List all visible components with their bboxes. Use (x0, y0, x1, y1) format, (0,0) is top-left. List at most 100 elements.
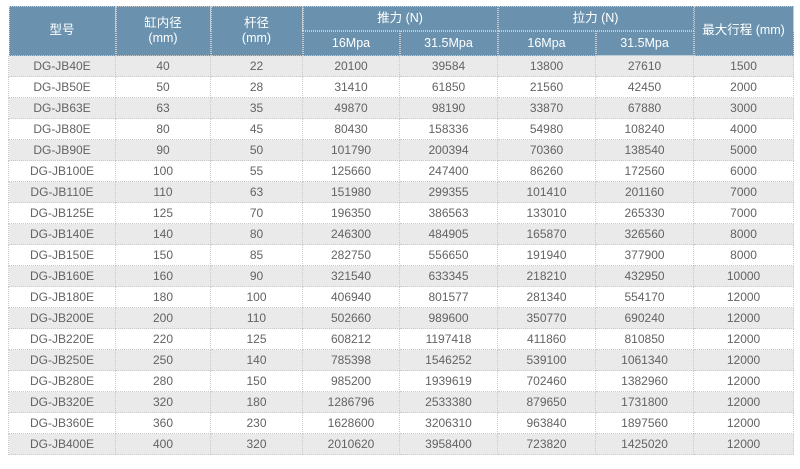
cell-pull-31-5mpa: 27610 (595, 55, 695, 77)
cell-stroke: 12000 (693, 307, 795, 329)
cell-thrust-16mpa: 282750 (302, 244, 400, 266)
cell-thrust-31-5mpa: 39584 (398, 55, 499, 77)
cell-model: DG-JB250E (8, 349, 116, 371)
cell-thrust-31-5mpa: 1939619 (398, 370, 499, 392)
cell-pull-31-5mpa: 377900 (595, 244, 695, 266)
cell-model: DG-JB200E (8, 307, 116, 329)
cell-pull-16mpa: 879650 (497, 391, 597, 413)
col-header-thrust-16mpa: 16Mpa (302, 30, 400, 56)
cell-model: DG-JB160E (8, 265, 116, 287)
bore-unit: (mm) (148, 30, 178, 45)
cell-model: DG-JB90E (8, 139, 116, 161)
cell-bore: 180 (115, 286, 211, 308)
table-row: DG-JB90E 90 50 101790 200394 70360 138540 5000 (8, 139, 795, 161)
cell-pull-16mpa: 133010 (497, 202, 597, 224)
cell-bore: 140 (115, 223, 211, 245)
table-row: DG-JB320E 320 180 1286796 2533380 879650 17318… (8, 391, 795, 413)
cell-stroke: 8000 (693, 223, 795, 245)
col-header-pull: 拉力 (N) (497, 5, 695, 31)
cell-pull-31-5mpa: 1731800 (595, 391, 695, 413)
cell-stroke: 12000 (693, 286, 795, 308)
table-row: DG-JB110E 110 63 151980 299355 101410 201160 70… (8, 181, 795, 203)
cell-pull-31-5mpa: 1425020 (595, 433, 695, 455)
cell-rod: 45 (210, 118, 303, 140)
cell-rod: 150 (210, 370, 303, 392)
cell-model: DG-JB320E (8, 391, 116, 413)
cell-rod: 55 (210, 160, 303, 182)
cell-stroke: 6000 (693, 160, 795, 182)
cell-thrust-31-5mpa: 633345 (398, 265, 499, 287)
cell-stroke: 12000 (693, 349, 795, 371)
col-header-rod: 杆径 (mm) (210, 5, 303, 56)
cell-model: DG-JB80E (8, 118, 116, 140)
cell-bore: 200 (115, 307, 211, 329)
cell-pull-16mpa: 702460 (497, 370, 597, 392)
cell-pull-16mpa: 723820 (497, 433, 597, 455)
cell-pull-31-5mpa: 172560 (595, 160, 695, 182)
cell-thrust-16mpa: 2010620 (302, 433, 400, 455)
cell-rod: 180 (210, 391, 303, 413)
cell-thrust-31-5mpa: 247400 (398, 160, 499, 182)
cell-thrust-31-5mpa: 484905 (398, 223, 499, 245)
cell-bore: 63 (115, 97, 211, 119)
table-body: DG-JB40E 40 22 20100 39584 13800 27610 1500 DG-J… (8, 55, 795, 455)
cell-thrust-31-5mpa: 299355 (398, 181, 499, 203)
cell-pull-16mpa: 411860 (497, 328, 597, 350)
cell-stroke: 12000 (693, 412, 795, 434)
cell-pull-16mpa: 101410 (497, 181, 597, 203)
cell-thrust-16mpa: 608212 (302, 328, 400, 350)
bore-label: 缸内径 (144, 15, 182, 30)
col-header-stroke: 最大行程 (mm) (693, 5, 795, 56)
col-header-pull-31-5mpa: 31.5Mpa (595, 30, 695, 56)
cell-bore: 160 (115, 265, 211, 287)
cell-rod: 63 (210, 181, 303, 203)
cell-pull-31-5mpa: 201160 (595, 181, 695, 203)
cell-thrust-31-5mpa: 1546252 (398, 349, 499, 371)
cell-thrust-16mpa: 125660 (302, 160, 400, 182)
table-row: DG-JB400E 400 320 2010620 3958400 723820 14250… (8, 433, 795, 455)
cell-model: DG-JB150E (8, 244, 116, 266)
cell-model: DG-JB360E (8, 412, 116, 434)
cell-model: DG-JB140E (8, 223, 116, 245)
cell-model: DG-JB125E (8, 202, 116, 224)
cell-pull-31-5mpa: 432950 (595, 265, 695, 287)
cell-thrust-16mpa: 101790 (302, 139, 400, 161)
table-row: DG-JB80E 80 45 80430 158336 54980 108240 4000 (8, 118, 795, 140)
cell-thrust-16mpa: 985200 (302, 370, 400, 392)
cell-bore: 40 (115, 55, 211, 77)
cell-thrust-16mpa: 151980 (302, 181, 400, 203)
cell-thrust-16mpa: 31410 (302, 76, 400, 98)
table-row: DG-JB160E 160 90 321540 633345 218210 432950 10… (8, 265, 795, 287)
cell-pull-16mpa: 33870 (497, 97, 597, 119)
cell-pull-31-5mpa: 690240 (595, 307, 695, 329)
cell-rod: 140 (210, 349, 303, 371)
cell-pull-16mpa: 165870 (497, 223, 597, 245)
cell-rod: 28 (210, 76, 303, 98)
cell-thrust-16mpa: 246300 (302, 223, 400, 245)
cell-model: DG-JB180E (8, 286, 116, 308)
cell-bore: 80 (115, 118, 211, 140)
col-header-pull-16mpa: 16Mpa (497, 30, 597, 56)
cell-rod: 35 (210, 97, 303, 119)
table-row: DG-JB280E 280 150 985200 1939619 702460 138296… (8, 370, 795, 392)
spec-table-container: 型号 缸内径 (mm) 杆径 (mm) 推力 (N) 拉力 (N) 最大行程 (… (8, 5, 795, 455)
cell-thrust-16mpa: 80430 (302, 118, 400, 140)
cell-thrust-31-5mpa: 801577 (398, 286, 499, 308)
cell-thrust-31-5mpa: 61850 (398, 76, 499, 98)
table-row: DG-JB180E 180 100 406940 801577 281340 554170 1… (8, 286, 795, 308)
cell-pull-16mpa: 70360 (497, 139, 597, 161)
table-row: DG-JB125E 125 70 196350 386563 133010 265330 70… (8, 202, 795, 224)
cell-stroke: 12000 (693, 370, 795, 392)
cell-pull-16mpa: 86260 (497, 160, 597, 182)
cell-thrust-31-5mpa: 3958400 (398, 433, 499, 455)
cell-rod: 22 (210, 55, 303, 77)
cell-pull-31-5mpa: 1061340 (595, 349, 695, 371)
cell-thrust-31-5mpa: 989600 (398, 307, 499, 329)
rod-unit: (mm) (241, 30, 272, 45)
cell-pull-31-5mpa: 108240 (595, 118, 695, 140)
col-header-thrust: 推力 (N) (301, 5, 499, 31)
cell-stroke: 12000 (693, 433, 795, 455)
cell-model: DG-JB40E (8, 55, 116, 77)
cell-bore: 220 (115, 328, 211, 350)
cell-model: DG-JB50E (8, 76, 116, 98)
